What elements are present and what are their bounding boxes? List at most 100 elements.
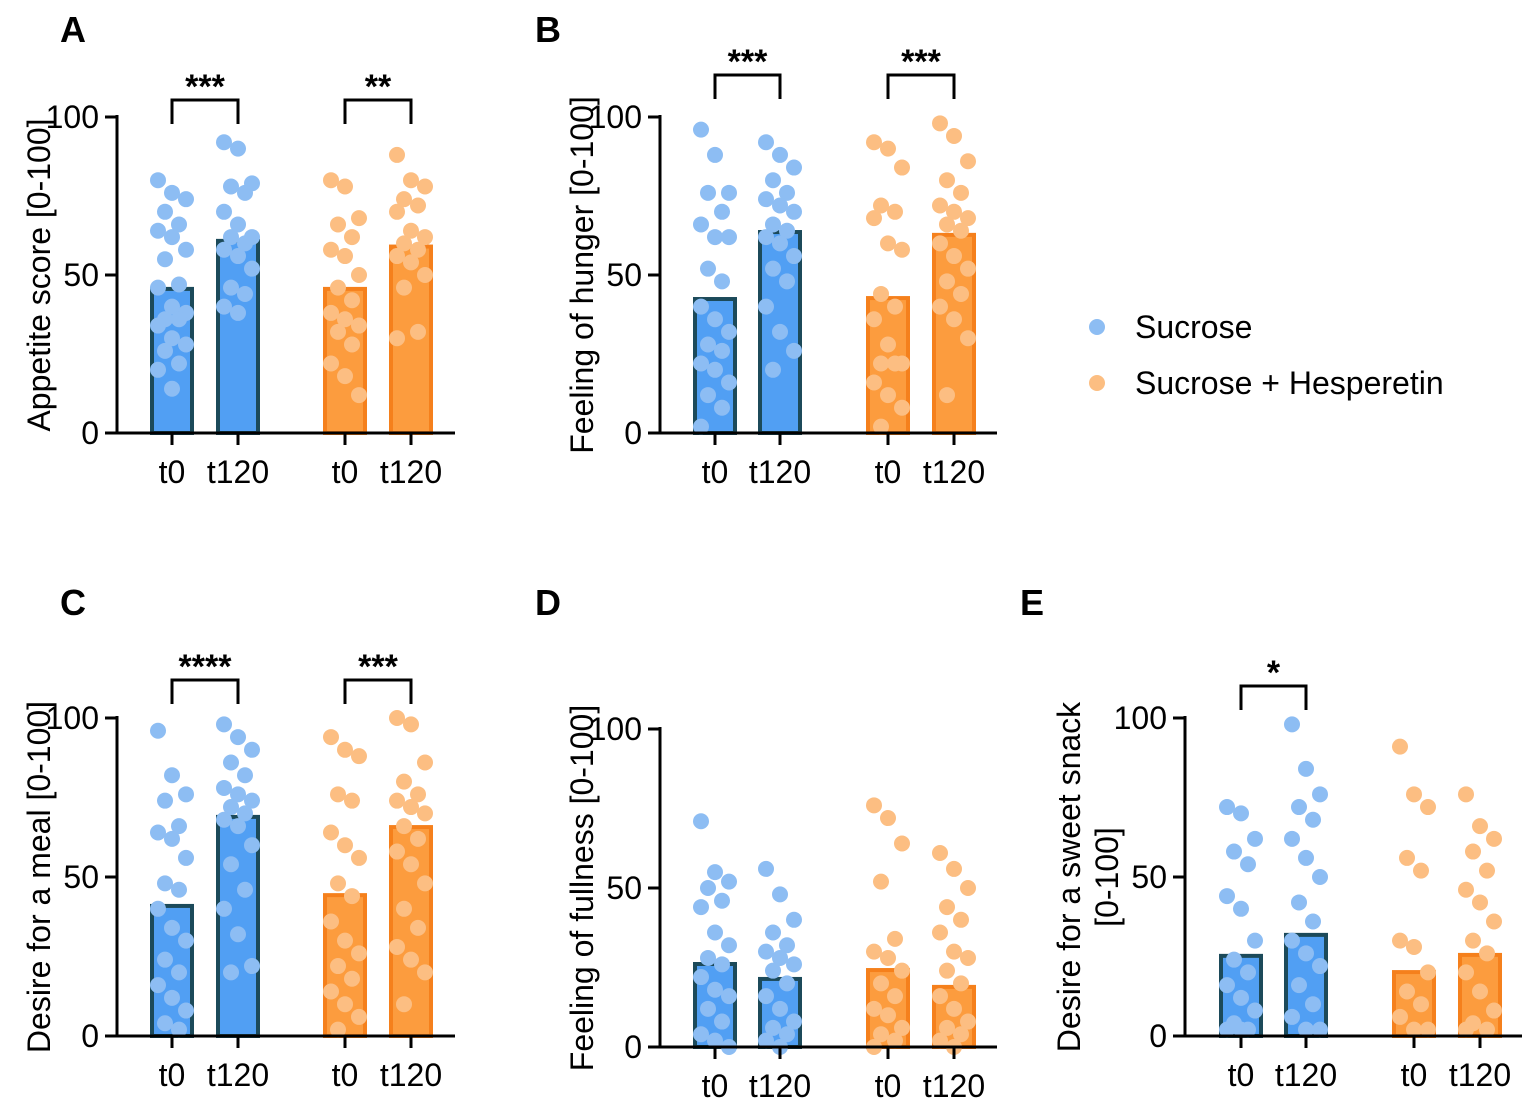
data-point [171,216,187,233]
data-point [171,1021,187,1038]
data-point [873,873,889,890]
data-point [171,964,187,981]
data-point [417,964,433,981]
data-point [403,951,419,968]
data-point [721,323,737,340]
data-point [164,298,180,315]
y-tick-label: 0 [624,415,642,451]
y-axis-label: Feeling of fullness [0-100] [564,705,600,1071]
significance-stars: ** [365,68,392,106]
data-point [1458,1021,1474,1038]
data-point [178,849,194,866]
data-point [946,203,962,220]
data-point [714,399,730,416]
significance-bracket [1239,684,1308,710]
data-point [157,342,173,359]
data-point [721,988,737,1005]
data-point [721,873,737,890]
data-point [389,710,405,726]
data-point [894,1019,910,1036]
data-point [932,845,948,862]
y-tick-label: 50 [63,859,99,895]
y-tick-label: 0 [624,1029,642,1065]
x-tick-label: t0 [875,1068,902,1104]
data-point [1298,760,1314,777]
data-point [396,996,412,1013]
data-point [410,786,426,803]
data-point [786,159,802,176]
data-point [758,860,774,877]
data-point [953,975,969,992]
panel-letter: B [535,9,561,50]
data-point [1406,1021,1422,1038]
data-point [765,260,781,277]
significance-bracket [343,678,413,704]
data-point [866,1000,882,1017]
y-tick-label: 100 [1114,700,1167,736]
data-point [171,881,187,898]
data-point [1240,964,1256,981]
data-point [1226,951,1242,968]
data-point [786,248,802,265]
x-tick-label: t0 [702,454,729,490]
data-point [772,146,788,163]
data-point [1233,1021,1249,1038]
data-point [932,924,948,941]
data-point [1472,894,1488,911]
x-tick-label: t0 [1401,1057,1428,1093]
data-point [1247,830,1263,847]
panel-a: A 0 50 100 t0 t120 t0 t120 Appetite score [0-100… [21,9,455,490]
data-point [960,153,976,170]
data-point [223,856,239,873]
data-point [396,818,412,835]
data-point [939,899,955,916]
data-point [1219,1021,1235,1038]
data-point [164,380,180,397]
panel-d: D 0 50 100 t0 t120 t0 t120 Feeling of fullness [… [535,582,997,1104]
data-point [707,146,723,163]
data-point [960,330,976,347]
data-point [216,203,232,220]
data-point [700,949,716,966]
x-tick-label: t0 [875,454,902,490]
data-point [960,210,976,227]
data-point [1420,799,1436,816]
data-point [1420,1021,1436,1038]
data-point [344,229,360,246]
data-point [396,900,412,917]
data-point [714,892,730,909]
data-point [150,900,166,917]
data-point [779,273,795,290]
data-point [758,298,774,315]
data-point [344,292,360,309]
data-point [866,210,882,227]
data-point [880,810,896,827]
data-point [1226,843,1242,860]
data-point [403,222,419,239]
significance-bracket [343,98,413,124]
data-point [216,241,232,258]
y-axis-label: Desire for a sweet snack [1051,701,1087,1052]
data-point [344,888,360,905]
data-point [337,248,353,265]
legend-label-sucrose: Sucrose [1135,309,1252,345]
data-point [700,1000,716,1017]
data-point [417,875,433,892]
data-point [323,304,339,321]
data-point [1291,977,1307,994]
data-point [946,311,962,328]
data-point [714,342,730,359]
data-point [700,184,716,201]
data-point [693,1026,709,1043]
data-point [330,786,346,803]
data-point [403,856,419,873]
data-point [894,399,910,416]
data-point [351,267,367,283]
data-point [707,361,723,378]
data-point [237,285,253,302]
data-point [389,146,405,163]
data-point [171,276,187,293]
data-point [1479,862,1495,879]
y-tick-label: 50 [63,257,99,293]
data-point [887,988,903,1005]
